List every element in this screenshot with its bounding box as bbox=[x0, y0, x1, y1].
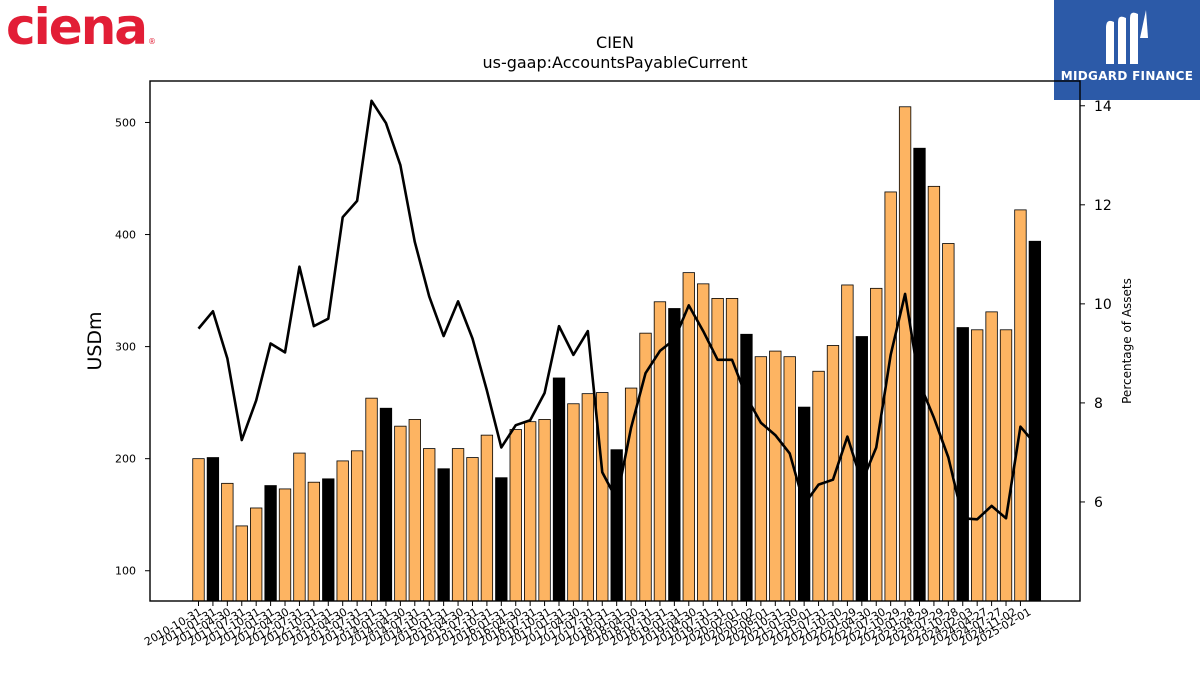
bar bbox=[278, 488, 292, 602]
bar bbox=[624, 387, 638, 602]
y2-tick-label: 12 bbox=[1094, 198, 1112, 214]
bar bbox=[927, 185, 941, 602]
bar bbox=[235, 525, 248, 602]
y-axis-left: 100 200 300 400 500 bbox=[115, 116, 150, 578]
bar bbox=[379, 407, 393, 602]
midgard-finance-logo: MIDGARD FINANCE bbox=[1054, 0, 1200, 100]
bar bbox=[898, 106, 912, 602]
bar bbox=[293, 452, 306, 602]
bar bbox=[1014, 209, 1027, 602]
bar bbox=[783, 356, 796, 602]
line-layer bbox=[197, 99, 1036, 521]
bar bbox=[192, 458, 205, 602]
bar bbox=[1028, 240, 1042, 602]
y-tick-label: 300 bbox=[115, 341, 136, 354]
bar bbox=[538, 419, 551, 602]
bar bbox=[451, 448, 465, 602]
bar bbox=[206, 457, 220, 602]
bar bbox=[826, 345, 840, 602]
bar bbox=[221, 482, 234, 602]
bar bbox=[884, 191, 897, 602]
bar bbox=[322, 478, 335, 602]
bar bbox=[581, 393, 594, 602]
bar bbox=[841, 284, 854, 602]
bar bbox=[365, 397, 378, 602]
bar bbox=[509, 429, 522, 602]
ciena-logo: ciena ® bbox=[6, 2, 157, 52]
bar bbox=[408, 419, 421, 602]
chart-subtitle: us-gaap:AccountsPayableCurrent bbox=[482, 53, 747, 72]
x-axis: 2010-10-312011-01-312011-04-302011-07-31… bbox=[142, 601, 1033, 649]
registered-mark: ® bbox=[148, 37, 157, 46]
y-tick-label: 400 bbox=[115, 229, 136, 242]
y-tick-label: 200 bbox=[115, 453, 136, 466]
y2-tick-label: 10 bbox=[1094, 297, 1112, 313]
bars-layer bbox=[192, 106, 1042, 602]
bar bbox=[552, 377, 566, 602]
bar bbox=[567, 403, 580, 602]
bar bbox=[942, 243, 955, 602]
y-axis-label: USDm bbox=[84, 311, 106, 370]
bar bbox=[754, 356, 768, 602]
y2-tick-label: 14 bbox=[1094, 99, 1112, 115]
bar bbox=[610, 449, 623, 602]
bar bbox=[250, 507, 263, 602]
y2-tick-label: 6 bbox=[1094, 495, 1103, 511]
y2-axis-label: Percentage of Assets bbox=[1120, 278, 1134, 404]
bar bbox=[740, 333, 753, 602]
bar bbox=[956, 327, 969, 602]
bar bbox=[985, 311, 998, 602]
bar bbox=[711, 298, 724, 602]
chart-title: CIEN bbox=[596, 33, 634, 52]
bar bbox=[480, 434, 494, 602]
bar bbox=[466, 457, 479, 602]
bar bbox=[668, 308, 681, 602]
y-axis-right: 6 8 10 12 14 bbox=[1080, 99, 1112, 511]
y-tick-label: 500 bbox=[115, 116, 136, 129]
bar bbox=[913, 147, 926, 602]
percentage-line bbox=[197, 99, 1036, 521]
bar bbox=[336, 460, 349, 602]
bar bbox=[682, 272, 695, 602]
bar bbox=[495, 477, 508, 602]
bar bbox=[725, 298, 739, 602]
bar bbox=[350, 450, 364, 602]
plot-frame bbox=[149, 80, 1081, 602]
bar bbox=[437, 468, 450, 602]
bar bbox=[264, 485, 277, 602]
bar bbox=[524, 421, 537, 602]
bar bbox=[971, 329, 984, 602]
y2-tick-label: 8 bbox=[1094, 396, 1103, 412]
bar bbox=[769, 350, 782, 602]
midgard-brand-text: MIDGARD FINANCE bbox=[1060, 69, 1194, 83]
bar bbox=[307, 481, 321, 602]
y-tick-label: 100 bbox=[115, 565, 136, 578]
midgard-m-icon bbox=[1106, 10, 1148, 65]
bar bbox=[999, 329, 1013, 602]
bar bbox=[394, 425, 407, 602]
bar bbox=[423, 448, 436, 602]
ciena-logo-text: ciena bbox=[6, 0, 148, 56]
